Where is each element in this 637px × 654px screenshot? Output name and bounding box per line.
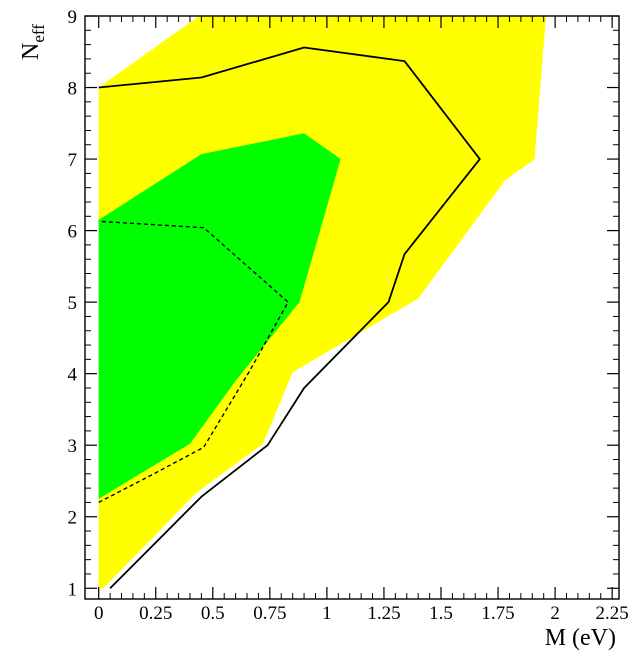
y-tick-label: 2 [68, 508, 78, 529]
contour-dashed [98, 220, 289, 504]
y-tick-label: 4 [68, 365, 78, 386]
y-tick-label: 5 [68, 293, 78, 314]
x-tick-label: 0 [94, 603, 104, 624]
axis-ticks [85, 15, 619, 599]
x-tick-label: 0.5 [201, 603, 225, 624]
contour-solid [98, 46, 481, 589]
x-tick-label: 0.25 [139, 603, 172, 624]
plot-frame [84, 15, 620, 600]
y-tick-label: 7 [68, 150, 78, 171]
x-tick-label: 1.5 [429, 603, 453, 624]
x-axis-label: M (eV) [545, 625, 616, 651]
x-tick-label: 1.75 [481, 603, 514, 624]
y-tick-labels: 1 2 3 4 5 6 7 8 9 [68, 7, 78, 600]
contour-lines [98, 46, 481, 589]
x-tick-labels: 0 0.25 0.5 0.75 1 1.25 1.5 1.75 2 2.25 [94, 603, 629, 624]
y-tick-label: 3 [68, 436, 78, 457]
confidence-regions [98, 16, 546, 589]
x-tick-label: 2 [550, 603, 560, 624]
x-tick-label: 1 [322, 603, 332, 624]
x-tick-label: 0.75 [253, 603, 286, 624]
y-tick-label: 1 [68, 579, 78, 600]
y-axis-label-sub: eff [29, 24, 48, 43]
y-tick-label: 9 [68, 7, 78, 28]
y-tick-label: 8 [68, 79, 78, 100]
y-tick-label: 6 [68, 222, 78, 243]
y-axis-label-main: N [18, 43, 44, 60]
x-tick-label: 2.25 [596, 603, 629, 624]
y-axis-label: Neff [18, 24, 48, 60]
x-tick-label: 1.25 [367, 603, 400, 624]
